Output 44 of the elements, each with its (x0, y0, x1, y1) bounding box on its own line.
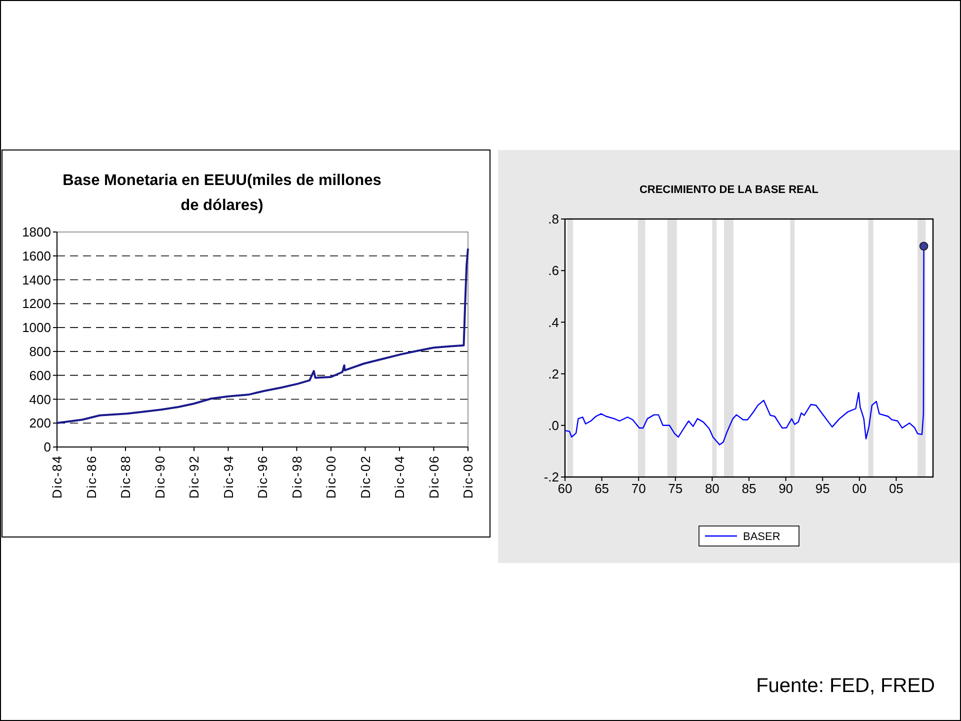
x-tick-label: Dic-00 (324, 455, 339, 499)
x-tick-label: 85 (742, 481, 756, 496)
y-tick-label: 0 (44, 440, 51, 455)
source-note: Fuente: FED, FRED (756, 675, 935, 697)
y-tick-label: 1600 (22, 248, 51, 264)
y-tick-label: .4 (548, 314, 559, 330)
x-tick-label: Dic-06 (426, 455, 442, 499)
y-tick-label: 600 (29, 368, 51, 383)
legend-label: BASER (743, 530, 780, 543)
x-tick-label: 90 (778, 481, 794, 496)
x-tick-label: 95 (815, 481, 830, 496)
x-tick-label: Dic-94 (220, 455, 236, 499)
x-tick-label: 70 (631, 481, 646, 496)
x-tick-label: Dic-84 (50, 455, 65, 499)
y-tick-label: 1000 (22, 320, 51, 336)
x-tick-label: Dic-98 (289, 455, 304, 499)
x-tick-label: Dic-88 (118, 455, 134, 499)
y-tick-label: 400 (29, 392, 51, 407)
y-tick-label: .2 (548, 366, 559, 382)
y-tick-label: 800 (29, 344, 51, 359)
line-series (56, 248, 469, 424)
x-tick-label: Dic-04 (392, 455, 408, 499)
x-tick-label: 05 (888, 481, 904, 496)
x-tick-label: Dic-02 (358, 455, 373, 499)
y-tick-label: -.2 (544, 470, 559, 485)
chart-title: Base Monetaria en EEUU(miles de millones de dólares) (62, 172, 382, 214)
y-tick-label: 1200 (22, 296, 51, 312)
chart-title: CRECIMIENTO DE LA BASE REAL (639, 184, 819, 196)
x-tick-label: 00 (852, 481, 867, 496)
y-tick-label: 1400 (22, 272, 51, 288)
x-tick-label: 75 (668, 481, 683, 496)
x-tick-label: Dic-08 (460, 455, 476, 499)
x-tick-label: Dic-86 (84, 455, 99, 499)
x-tick-label: 60 (558, 481, 572, 496)
y-tick-label: .0 (548, 418, 559, 433)
y-tick-label: 1800 (22, 224, 51, 240)
x-tick-label: Dic-90 (152, 455, 168, 499)
x-tick-label: 65 (594, 481, 610, 496)
y-tick-label: .8 (548, 212, 559, 227)
x-tick-label: Dic-96 (255, 455, 270, 499)
x-tick-label: Dic-92 (186, 455, 202, 499)
y-tick-label: .6 (548, 263, 559, 278)
x-tick-label: 80 (704, 481, 720, 496)
y-tick-label: 200 (29, 416, 51, 431)
